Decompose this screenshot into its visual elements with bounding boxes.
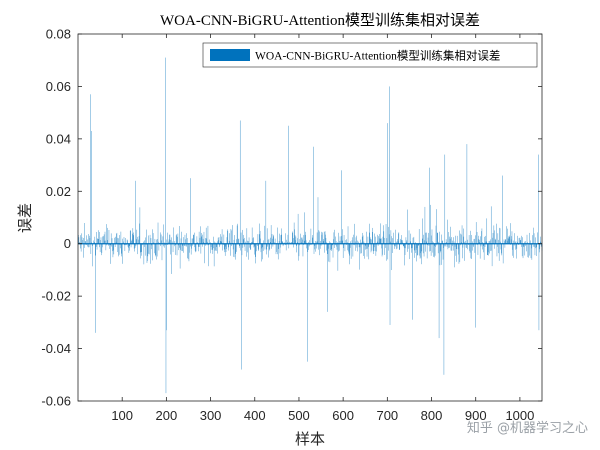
legend-swatch: [210, 49, 250, 61]
x-tick-label: 300: [200, 408, 222, 423]
plot-area: [78, 34, 542, 401]
x-tick-label: 200: [156, 408, 178, 423]
y-tick-label: 0.04: [46, 131, 71, 146]
x-tick-label: 500: [288, 408, 310, 423]
legend-entry: WOA-CNN-BiGRU-Attention模型训练集相对误差: [255, 49, 500, 63]
y-tick-label: -0.06: [41, 394, 71, 409]
y-tick-label: -0.02: [41, 289, 71, 304]
x-axis-ticks: 100 200 300 400 500 600 700 800 900 1000: [111, 34, 534, 423]
x-tick-label: 900: [465, 408, 487, 423]
y-axis-label: 误差: [16, 203, 34, 233]
x-tick-label: 700: [376, 408, 398, 423]
plot-frame: [77, 33, 543, 402]
x-tick-label: 400: [244, 408, 266, 423]
x-axis-label: 样本: [295, 430, 325, 448]
legend-box: [202, 42, 538, 68]
error-bars: [78, 57, 543, 394]
y-tick-label: 0.08: [46, 27, 71, 42]
x-tick-label: 100: [111, 408, 133, 423]
x-tick-label: 600: [332, 408, 354, 423]
y-tick-label: 0.02: [46, 184, 71, 199]
y-tick-label: -0.04: [41, 341, 71, 356]
y-tick-label: 0.06: [46, 79, 71, 94]
y-tick-label: 0: [64, 236, 71, 251]
legend: WOA-CNN-BiGRU-Attention模型训练集相对误差: [202, 42, 538, 68]
chart-title: WOA-CNN-BiGRU-Attention模型训练集相对误差: [160, 12, 480, 29]
watermark: 知乎 @机器学习之心: [466, 421, 588, 436]
x-tick-label: 1000: [505, 408, 534, 423]
x-tick-label: 800: [421, 408, 443, 423]
